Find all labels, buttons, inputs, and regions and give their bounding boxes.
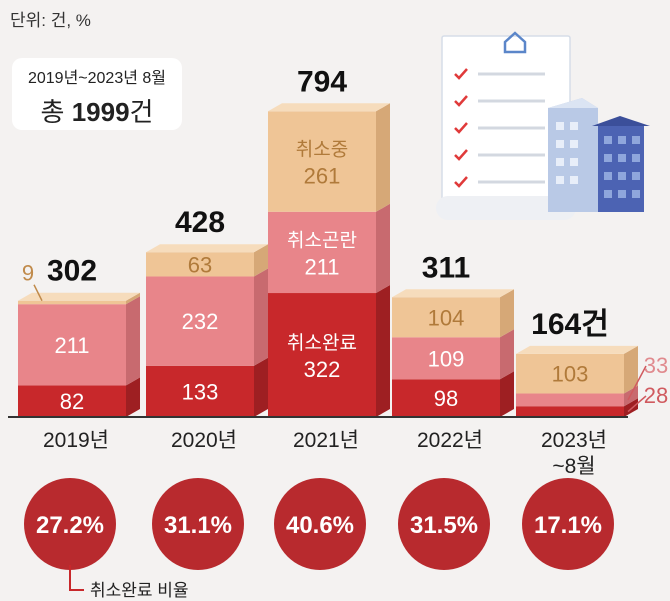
bar-side-difficult: [500, 329, 514, 380]
segment-value-label: 9: [22, 261, 34, 286]
category-label: ~8월: [552, 455, 595, 478]
segment-value-label: 103: [552, 362, 589, 387]
segment-leader-line: [627, 395, 647, 413]
segment-value-label: 63: [188, 252, 212, 277]
bar-side-in-progress: [126, 292, 140, 305]
segment-value-label: 28: [644, 383, 668, 408]
bar-segment-difficult: [18, 304, 126, 386]
completion-rate-circle: [398, 478, 490, 570]
bar-side-completed: [500, 371, 514, 417]
bar-top-face: [392, 289, 514, 298]
segment-value-label: 33: [644, 353, 668, 378]
rate-circles-layer: 27.2% 31.1% 40.6% 31.5% 17.1%: [24, 478, 614, 570]
bar-segment-difficult: [516, 393, 624, 407]
bar-side-difficult: [254, 268, 268, 366]
bar-side-completed: [624, 398, 638, 417]
segment-value-label: 211: [54, 333, 89, 358]
summary-period: 2019년~2023년 8월: [27, 70, 167, 87]
summary-total-prefix: 총: [40, 97, 65, 127]
bar-top-face: [268, 103, 390, 112]
segment-value-label: 322: [304, 357, 341, 382]
bar-total-label: 311: [422, 251, 470, 284]
bar-side-completed: [254, 357, 268, 417]
bar-segment-difficult: [392, 337, 500, 380]
completion-rate-circle: [522, 478, 614, 570]
segment-value-label: 232: [182, 309, 219, 334]
completion-rate-circle: [274, 478, 366, 570]
segment-series-label: 취소중: [296, 139, 348, 161]
segment-leader-line: [33, 284, 43, 302]
unit-label: 단위: 건, %: [10, 11, 91, 30]
segment-series-label: 취소완료: [287, 332, 357, 354]
bar-segment-difficult: [146, 276, 254, 366]
segment-leader-line: [627, 365, 647, 401]
bar-segment-completed: [146, 365, 254, 417]
bar-segment-completed: [516, 406, 624, 417]
bar-segment-completed: [268, 293, 376, 417]
legend: 취소완료 비율: [69, 565, 189, 600]
bar-segment-in-progress: [146, 252, 254, 277]
bar-side-difficult: [376, 203, 390, 294]
bar-side-in-progress: [500, 289, 514, 338]
category-label: 2019년: [43, 429, 109, 452]
bar-total-label: 302: [47, 255, 97, 288]
bar-segment-completed: [392, 379, 500, 417]
segment-value-label: 104: [428, 305, 465, 330]
bar-segment-in-progress: [18, 300, 126, 305]
bar-segment-in-progress: [516, 353, 624, 394]
bar-side-in-progress: [376, 103, 390, 212]
document-building-illustration: [436, 31, 650, 220]
segment-value-label: 98: [434, 386, 458, 411]
bar-top-face: [516, 345, 638, 354]
completion-rate-circle: [152, 478, 244, 570]
segment-value-label: 109: [428, 346, 465, 371]
bar-side-difficult: [126, 296, 140, 386]
bar-side-completed: [126, 377, 140, 417]
completion-rate-label: 17.1%: [534, 512, 602, 539]
segment-value-label: 82: [60, 389, 84, 414]
segment-value-label: 211: [304, 254, 339, 279]
bar-segment-in-progress: [268, 111, 376, 212]
category-label: 2022년: [417, 429, 483, 452]
category-label: 2021년: [293, 429, 359, 452]
legend-label: 취소완료 비율: [90, 581, 189, 600]
segment-value-label: 261: [304, 164, 341, 189]
completion-rate-label: 27.2%: [36, 512, 104, 539]
legend-pointer-line: [69, 565, 84, 591]
bar-segment-completed: [18, 385, 126, 417]
summary-total: 총 1999건: [12, 92, 182, 129]
segment-series-label: 취소곤란: [287, 229, 357, 251]
completion-rate-label: 40.6%: [286, 512, 354, 539]
summary-total-value: 1999: [71, 97, 130, 127]
bar-top-face: [18, 292, 140, 301]
category-label: 2023년: [541, 429, 607, 452]
bar-segment-difficult: [268, 211, 376, 294]
completion-rate-label: 31.5%: [410, 512, 478, 539]
bar-side-in-progress: [624, 345, 638, 394]
bar-total-label: 794: [297, 65, 347, 98]
bar-top-face: [146, 244, 268, 253]
bar-side-completed: [376, 285, 390, 417]
bar-side-difficult: [624, 385, 638, 407]
bar-side-in-progress: [254, 244, 268, 277]
completion-rate-circle: [24, 478, 116, 570]
summary-total-suffix: 건: [129, 97, 154, 127]
segment-value-label: 133: [182, 379, 219, 404]
category-label: 2020년: [171, 429, 237, 452]
total-summary-box: 2019년~2023년 8월 총 1999건: [12, 58, 182, 130]
bar-total-label: 428: [175, 206, 225, 239]
labels-layer: 82 211 9 302 2019년 133 232 63 428 2020년 취소완료 322 취소곤…: [22, 65, 668, 478]
bar-segment-in-progress: [392, 297, 500, 338]
bars-layer: [18, 103, 638, 417]
bar-total-label: 164건: [531, 308, 609, 341]
completion-rate-label: 31.1%: [164, 512, 232, 539]
